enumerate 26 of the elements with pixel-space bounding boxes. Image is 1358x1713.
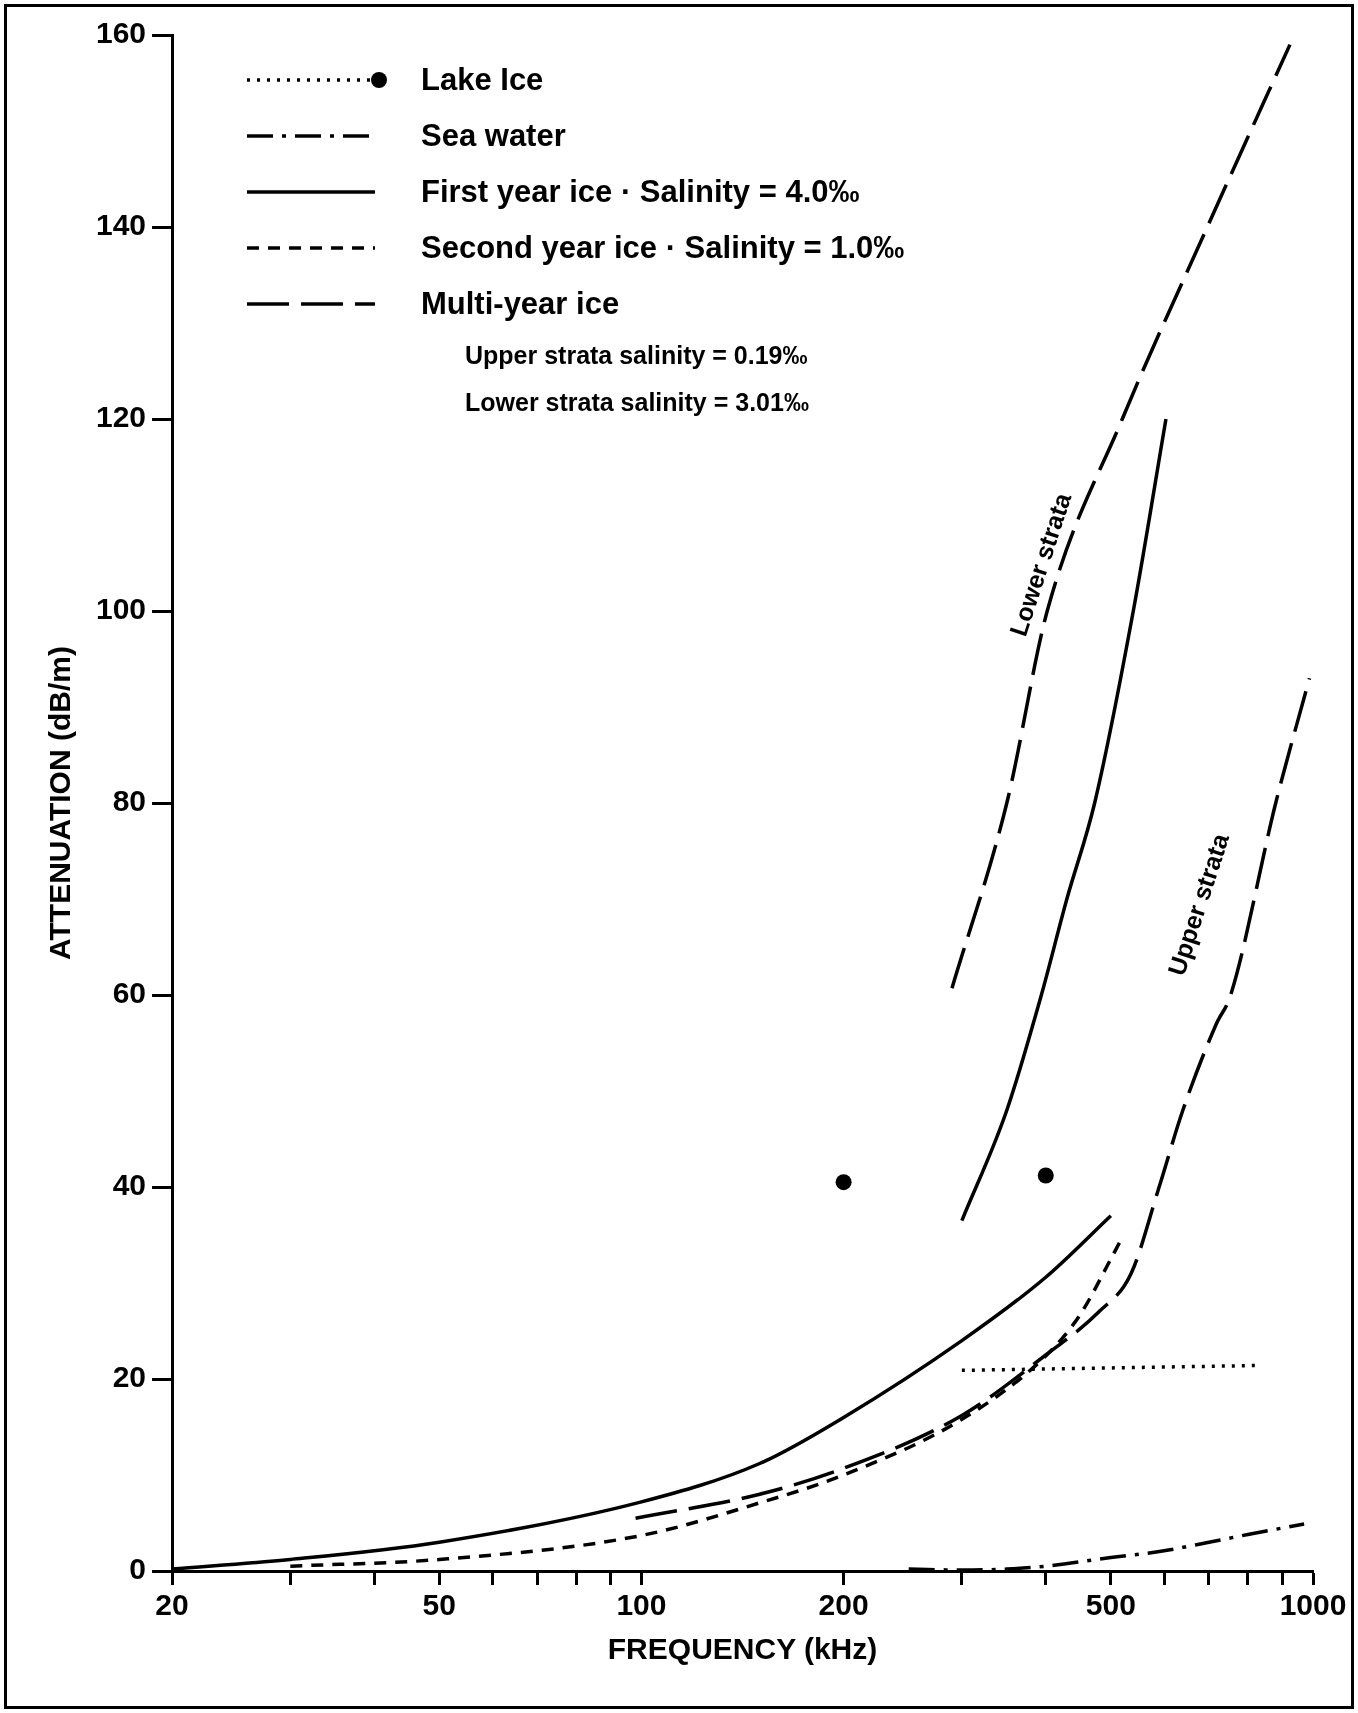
x-tick-label: 20 bbox=[155, 1588, 189, 1622]
legend-label: Second year ice · Salinity = 1.0‰ bbox=[421, 230, 905, 266]
y-tick-label: 160 bbox=[95, 16, 147, 50]
x-tick-label: 1000 bbox=[1279, 1588, 1347, 1622]
annotation: Lower strata salinity = 3.01‰ bbox=[465, 387, 810, 418]
x-tick-label: 50 bbox=[422, 1588, 456, 1622]
annotation: Lower strata bbox=[1003, 488, 1077, 640]
annotation: Upper strata bbox=[1161, 828, 1235, 979]
annotation: Upper strata salinity = 0.19‰ bbox=[465, 340, 809, 371]
y-tick-label: 80 bbox=[112, 784, 147, 818]
x-tick-label: 500 bbox=[1085, 1588, 1136, 1622]
y-axis-title: ATTENUATION (dB/m) bbox=[43, 646, 77, 960]
y-tick-label: 40 bbox=[112, 1168, 147, 1202]
x-tick-label: 200 bbox=[818, 1588, 869, 1622]
y-tick-label: 0 bbox=[129, 1552, 147, 1586]
legend-label: Lake Ice bbox=[421, 62, 544, 98]
legend-label: Sea water bbox=[421, 118, 566, 154]
y-tick-label: 100 bbox=[95, 592, 147, 626]
y-tick-label: 120 bbox=[95, 400, 147, 434]
x-axis-title: FREQUENCY (kHz) bbox=[607, 1632, 878, 1666]
y-tick-label: 20 bbox=[112, 1360, 147, 1394]
x-tick-label: 100 bbox=[616, 1588, 667, 1622]
y-tick-label: 140 bbox=[95, 208, 147, 242]
legend-label: First year ice · Salinity = 4.0‰ bbox=[421, 174, 860, 210]
legend-label: Multi-year ice bbox=[421, 286, 620, 322]
y-tick-label: 60 bbox=[112, 976, 147, 1010]
